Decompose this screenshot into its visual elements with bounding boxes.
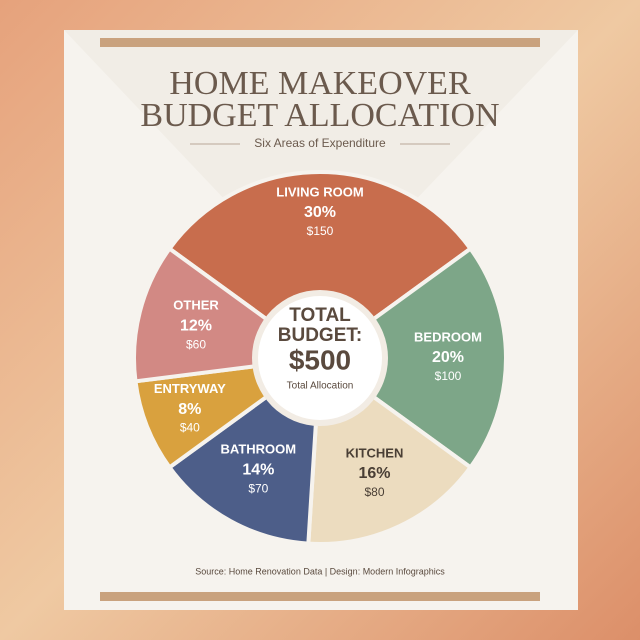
source: Source: Home Renovation Data | Design: M… <box>195 566 445 576</box>
slice-name: OTHER <box>173 298 219 313</box>
slice-name: BATHROOM <box>221 442 297 457</box>
center-value: $500 <box>289 344 351 375</box>
slice-name: ENTRYWAY <box>154 381 226 396</box>
bottom-bar <box>100 592 540 601</box>
title-line: HOME MAKEOVER <box>169 65 471 102</box>
center-title: BUDGET: <box>278 325 362 346</box>
center-disc <box>258 296 382 420</box>
slice-amount: $40 <box>180 421 200 435</box>
bg-facet <box>64 30 578 300</box>
slice-percent: 20% <box>432 349 464 366</box>
top-bar <box>100 38 540 47</box>
center-title: TOTAL <box>289 305 351 326</box>
slice-amount: $80 <box>364 485 384 499</box>
slice-percent: 14% <box>242 461 274 478</box>
slice-percent: 30% <box>304 204 336 221</box>
slice-amount: $100 <box>435 369 462 383</box>
slice-amount: $60 <box>186 337 206 351</box>
title-line: BUDGET ALLOCATION <box>140 97 499 134</box>
slice-percent: 12% <box>180 317 212 334</box>
slice-name: BEDROOM <box>414 329 482 344</box>
slice-name: LIVING ROOM <box>276 184 363 199</box>
slice-amount: $70 <box>248 481 268 495</box>
slice <box>166 170 474 361</box>
slice-percent: 8% <box>178 401 201 418</box>
slice <box>316 245 508 471</box>
slice-percent: 16% <box>358 465 390 482</box>
slice-amount: $150 <box>307 224 334 238</box>
subtitle: Six Areas of Expenditure <box>254 136 386 150</box>
slice-name: KITCHEN <box>346 445 404 460</box>
center-caption: Total Allocation <box>287 381 354 392</box>
